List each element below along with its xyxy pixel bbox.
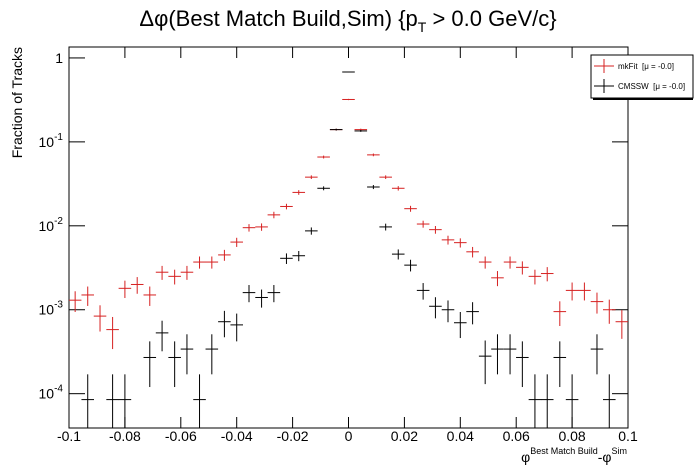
x-axis-label: φBest Match Build-φSim <box>521 446 627 465</box>
tick-base: 10 <box>39 386 55 402</box>
chart-title: Δφ(Best Match Build,Sim) {pT > 0.0 GeV/c… <box>139 6 556 35</box>
y-tick-label: 1 <box>55 50 63 66</box>
y-tick-label: 10-1 <box>39 132 64 150</box>
x-tick-label: 0.04 <box>447 428 474 444</box>
tick-base: 10 <box>39 302 55 318</box>
tick-exponent: -3 <box>54 300 63 311</box>
x-label-part: -φ <box>598 449 612 465</box>
legend-box <box>590 54 694 99</box>
x-tick-label: 0.08 <box>558 428 585 444</box>
y-tick-label: 10-2 <box>39 216 64 234</box>
x-label-part: Sim <box>612 446 628 456</box>
tick-exponent: -4 <box>54 384 63 395</box>
x-tick-label: -0.08 <box>109 428 141 444</box>
x-label-part: Best Match Build <box>530 446 598 456</box>
x-tick-label: 0.06 <box>503 428 530 444</box>
x-tick-label: 0.02 <box>391 428 418 444</box>
y-tick-label: 10-4 <box>39 384 64 402</box>
title-part: > 0.0 GeV/c} <box>426 6 556 31</box>
x-tick-label: -0.04 <box>221 428 253 444</box>
legend-label: mkFit [μ = -0.0] <box>618 62 674 71</box>
y-axis-label: Fraction of Tracks <box>9 47 25 158</box>
tick-base: 10 <box>39 134 55 150</box>
y-tick-label: 10-3 <box>39 300 64 318</box>
x-tick-label: -0.06 <box>165 428 197 444</box>
x-tick-label: -0.02 <box>277 428 309 444</box>
x-tick-label: 0.1 <box>618 428 638 444</box>
title-part: Δφ(Best Match Build,Sim) {p <box>139 6 417 31</box>
tick-exponent: -2 <box>54 216 63 227</box>
x-tick-label: 0 <box>345 428 353 444</box>
legend-label: CMSSW [μ = -0.0] <box>618 82 685 91</box>
tick-base: 1 <box>55 50 63 66</box>
tick-base: 10 <box>39 218 55 234</box>
x-label-part: φ <box>521 449 530 465</box>
title-part: T <box>418 19 427 35</box>
tick-exponent: -1 <box>54 132 63 143</box>
x-tick-label: -0.1 <box>57 428 81 444</box>
